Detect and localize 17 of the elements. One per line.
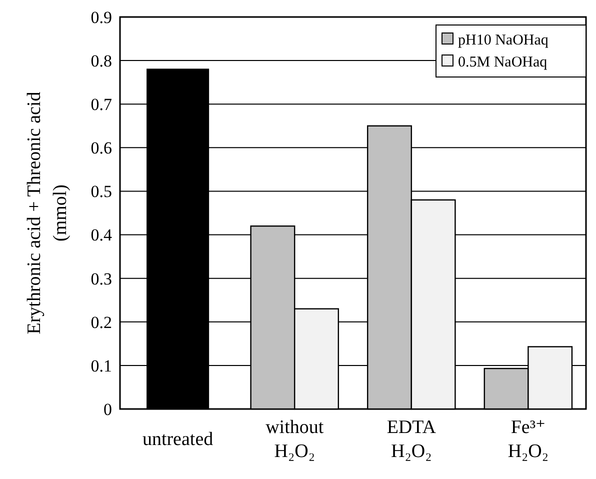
x-tick-label: untreated [142, 429, 214, 450]
y-tick-label: 0.8 [90, 52, 112, 71]
y-tick-label: 0.5 [90, 182, 112, 202]
x-tick-label: EDTA H₂O₂ [386, 417, 436, 462]
y-tick-label: 0.3 [90, 269, 112, 288]
x-tick-label: without H₂O₂ [266, 417, 324, 462]
legend-label: 0.5M NaOHaq [458, 54, 548, 70]
y-axis-title: Erythronic acid + Threonic acid (mmol) [24, 91, 71, 334]
y-tick-label: 0.1 [90, 356, 112, 376]
y-tick-label: 0.2 [90, 312, 112, 332]
y-tick-label: 0.9 [90, 8, 112, 27]
y-tick-label: 0.6 [90, 138, 112, 158]
y-tick-label: 0.4 [90, 226, 112, 245]
y-tick-label: 0.7 [90, 95, 112, 114]
x-tick-label: Fe³⁺ H₂O₂ [508, 417, 549, 462]
y-tick-label: 0 [104, 400, 112, 419]
legend-label: pH10 NaOHaq [458, 32, 549, 48]
